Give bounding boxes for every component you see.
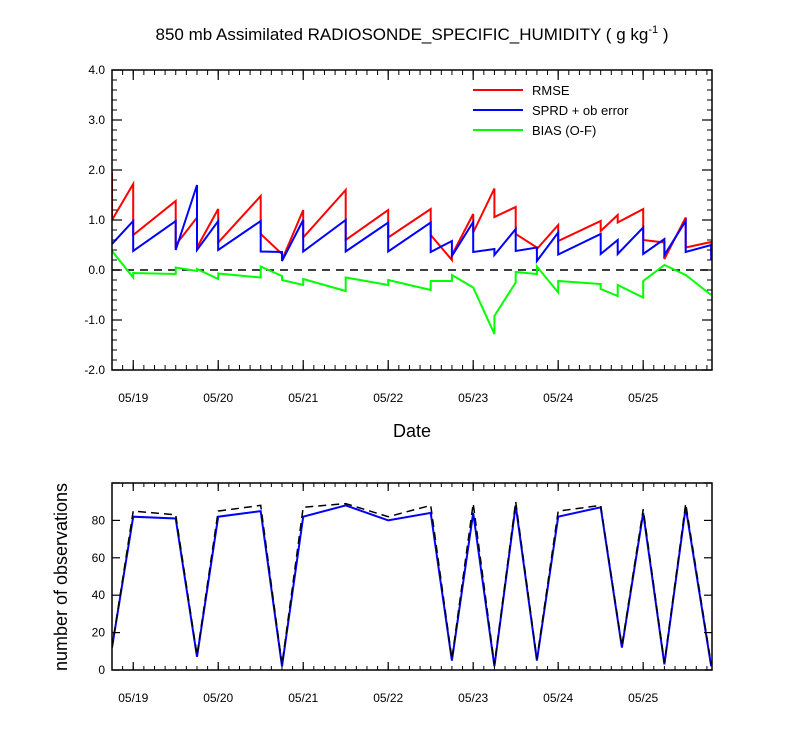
- top-panel: -2.0 -1.0 0.0 1.0 2.0 3.0 4.0 05/19 05/20 05/21 05…: [84, 63, 713, 405]
- top-xtick-label: 05/21: [288, 391, 318, 405]
- top-ytick-label: 0.0: [88, 263, 105, 277]
- top-xtick-label: 05/24: [543, 391, 573, 405]
- bottom-ytick-label: 60: [92, 551, 106, 565]
- bottom-ytick-label: 80: [92, 513, 106, 527]
- bottom-ytick-label: 40: [92, 588, 106, 602]
- chart-title-end: ): [658, 25, 668, 44]
- bottom-series-possible: [112, 501, 712, 665]
- top-series-bias-o-f: [112, 250, 712, 335]
- chart-title-superscript: -1: [648, 24, 658, 36]
- top-ytick-label: -1.0: [84, 313, 105, 327]
- x-axis-title: Date: [393, 421, 431, 441]
- top-xtick-label: 05/25: [628, 391, 658, 405]
- bottom-xtick-label: 05/21: [288, 691, 318, 705]
- bottom-xtick-label: 05/19: [118, 691, 148, 705]
- top-xtick-label: 05/22: [373, 391, 403, 405]
- top-ytick-label: 3.0: [88, 113, 105, 127]
- bottom-ytick-label: 0: [98, 663, 105, 677]
- top-xtick-label: 05/23: [458, 391, 488, 405]
- bottom-plot-frame: [111, 482, 713, 671]
- top-xtick-label: 05/19: [118, 391, 148, 405]
- top-ytick-label: 2.0: [88, 163, 105, 177]
- top-xtick-label: 05/20: [203, 391, 233, 405]
- y-axis-title-observations: number of observations: [51, 483, 71, 671]
- bottom-xtick-label: 05/23: [458, 691, 488, 705]
- top-series-rmse: [112, 172, 712, 263]
- legend: RMSE SPRD + ob error BIAS (O-F): [473, 83, 629, 138]
- top-ytick-label: 1.0: [88, 213, 105, 227]
- bottom-panel: 0 20 40 60 80 05/19 05/20 05/21 05/22 05/23 05/24 0…: [92, 482, 713, 705]
- top-ytick-label: 4.0: [88, 63, 105, 77]
- bottom-ytick-label: 20: [92, 626, 106, 640]
- bottom-xtick-label: 05/22: [373, 691, 403, 705]
- legend-label-bias: BIAS (O-F): [532, 123, 596, 138]
- bottom-xtick-label: 05/20: [203, 691, 233, 705]
- chart-title-text: 850 mb Assimilated RADIOSONDE_SPECIFIC_H…: [156, 25, 649, 44]
- bottom-xtick-label: 05/25: [628, 691, 658, 705]
- chart-title: 850 mb Assimilated RADIOSONDE_SPECIFIC_H…: [156, 24, 669, 44]
- bottom-xtick-label: 05/24: [543, 691, 573, 705]
- legend-label-sprd: SPRD + ob error: [532, 103, 629, 118]
- top-series-sprd-ob-error: [112, 184, 712, 265]
- top-ytick-label: -2.0: [84, 363, 105, 377]
- legend-label-rmse: RMSE: [532, 83, 570, 98]
